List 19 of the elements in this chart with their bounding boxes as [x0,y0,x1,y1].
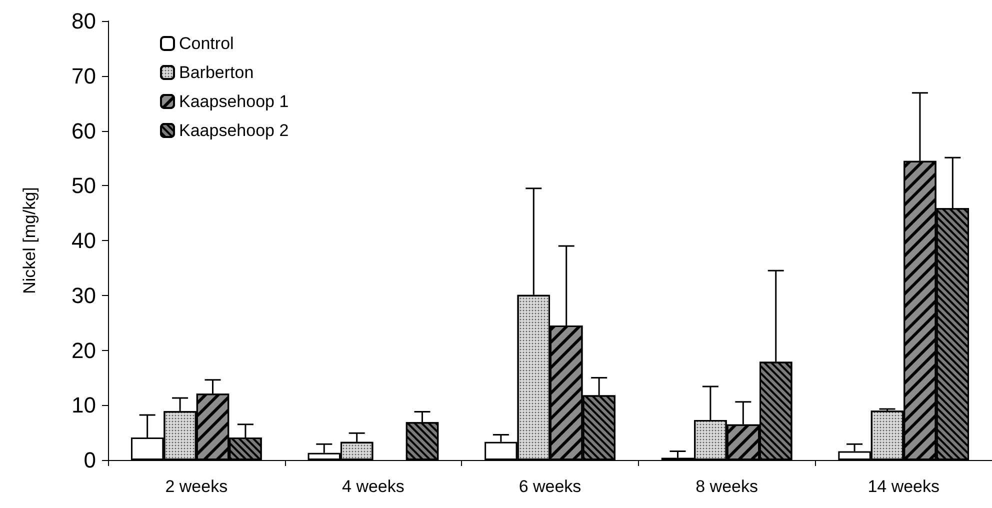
x-tick-label: 4 weeks [342,477,404,496]
legend-label: Kaapsehoop 2 [179,121,289,140]
legend-label: Barberton [179,63,254,82]
legend-label: Control [179,34,234,53]
y-tick-label: 80 [72,8,96,34]
y-tick-label: 50 [72,173,96,198]
y-tick-label: 0 [84,448,96,472]
x-tick-label: 14 weeks [868,477,940,496]
x-tick-label: 2 weeks [165,477,228,496]
y-tick-label: 20 [72,338,96,363]
x-tick-label: 8 weeks [696,477,758,496]
y-tick-label: 30 [72,282,96,308]
y-tick-label: 70 [72,63,96,88]
y-tick-label: 60 [72,118,96,144]
y-tick-label: 10 [72,392,96,418]
legend-label: Kaapsehoop 1 [179,92,289,111]
y-axis-title: Nickel [mg/kg] [20,187,39,294]
x-tick-label: 6 weeks [518,477,582,496]
y-tick-label: 40 [72,228,96,253]
